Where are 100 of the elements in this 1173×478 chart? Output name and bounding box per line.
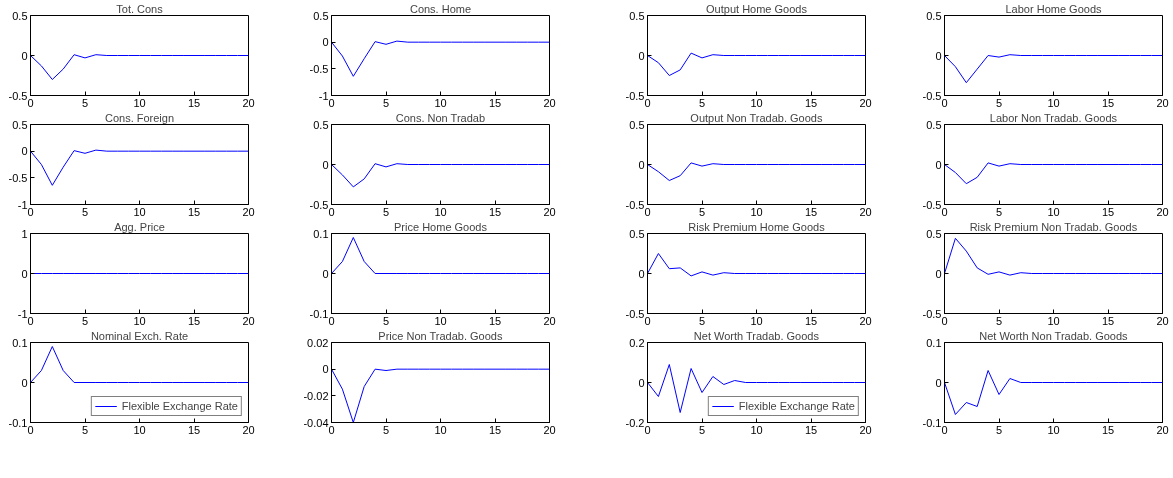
y-tick-label: 0 bbox=[935, 376, 942, 389]
legend-label: Flexible Exchange Rate bbox=[121, 400, 238, 412]
chart-title: Risk Premium Home Goods bbox=[688, 221, 826, 233]
x-tick-label: 5 bbox=[382, 314, 390, 327]
x-tick-label: 20 bbox=[859, 314, 872, 327]
x-tick-label: 5 bbox=[81, 314, 89, 327]
y-tick-label: 0.5 bbox=[629, 9, 645, 22]
y-tick-label: 0 bbox=[21, 376, 28, 389]
x-tick-label: 20 bbox=[543, 423, 556, 436]
x-tick-label: 10 bbox=[1047, 96, 1060, 109]
x-tick-label: 20 bbox=[1156, 205, 1169, 218]
y-tick-label: 0 bbox=[322, 267, 329, 280]
y-tick-label: 0 bbox=[935, 49, 942, 62]
chart-title: Cons. Foreign bbox=[104, 112, 175, 124]
y-tick-label: 0 bbox=[638, 49, 645, 62]
line-series bbox=[944, 370, 1163, 415]
chart-title: Tot. Cons bbox=[116, 3, 164, 15]
x-tick-label: 15 bbox=[804, 205, 818, 218]
x-tick-label: 15 bbox=[1101, 314, 1115, 327]
x-tick-label: 10 bbox=[1047, 205, 1060, 218]
x-tick-label: 5 bbox=[382, 96, 390, 109]
line-series bbox=[647, 162, 866, 181]
x-tick-label: 5 bbox=[698, 205, 706, 218]
x-tick-label: 10 bbox=[133, 96, 146, 109]
x-tick-label: 10 bbox=[133, 205, 146, 218]
y-tick-label: 0.2 bbox=[629, 336, 645, 349]
y-tick-label: 0 bbox=[322, 36, 329, 49]
x-tick-label: 10 bbox=[750, 205, 763, 218]
x-tick-label: 20 bbox=[242, 96, 255, 109]
x-tick-label: 10 bbox=[434, 423, 447, 436]
y-tick-label: -1 bbox=[17, 198, 28, 211]
y-tick-label: -1 bbox=[17, 307, 28, 320]
y-tick-label: -0.2 bbox=[625, 416, 645, 429]
x-tick-label: 15 bbox=[804, 423, 818, 436]
x-tick-label: 5 bbox=[382, 205, 390, 218]
chart-title: Cons. Home bbox=[409, 3, 472, 15]
y-tick-label: 0 bbox=[322, 158, 329, 171]
x-tick-label: 15 bbox=[1101, 423, 1115, 436]
y-tick-label: 0.1 bbox=[12, 336, 28, 349]
chart-title: Price Home Goods bbox=[394, 221, 488, 233]
y-tick-label: -0.5 bbox=[8, 89, 28, 102]
y-tick-label: 0.02 bbox=[307, 336, 329, 349]
line-series bbox=[647, 52, 866, 76]
x-tick-label: 10 bbox=[434, 205, 447, 218]
x-tick-label: 15 bbox=[488, 96, 502, 109]
chart-title: Risk Premium Non Tradab. Goods bbox=[969, 221, 1138, 233]
x-tick-label: 15 bbox=[488, 423, 502, 436]
x-tick-label: 5 bbox=[698, 423, 706, 436]
y-tick-label: -0.5 bbox=[625, 198, 645, 211]
line-series bbox=[331, 163, 550, 188]
x-tick-label: 10 bbox=[1047, 314, 1060, 327]
x-tick-label: 15 bbox=[804, 96, 818, 109]
y-tick-label: 0 bbox=[935, 267, 942, 280]
y-tick-label: 0.1 bbox=[313, 227, 329, 240]
y-tick-label: 0.1 bbox=[926, 336, 942, 349]
x-tick-label: 5 bbox=[995, 205, 1003, 218]
y-tick-label: 0.5 bbox=[926, 227, 942, 240]
x-tick-label: 10 bbox=[750, 314, 763, 327]
x-tick-label: 5 bbox=[995, 423, 1003, 436]
chart-title: Net Worth Non Tradab. Goods bbox=[979, 330, 1129, 342]
x-tick-label: 10 bbox=[1047, 423, 1060, 436]
chart-title: Net Worth Tradab. Goods bbox=[693, 330, 820, 342]
x-tick-label: 15 bbox=[187, 96, 201, 109]
chart-title: Price Non Tradab. Goods bbox=[378, 330, 503, 342]
line-series bbox=[647, 364, 866, 413]
y-tick-label: -0.5 bbox=[922, 89, 942, 102]
line-series bbox=[30, 149, 249, 186]
x-tick-label: 5 bbox=[698, 96, 706, 109]
x-tick-label: 5 bbox=[995, 96, 1003, 109]
x-tick-label: 15 bbox=[488, 314, 502, 327]
x-tick-label: 5 bbox=[81, 423, 89, 436]
x-tick-label: 20 bbox=[543, 314, 556, 327]
x-tick-label: 10 bbox=[750, 423, 763, 436]
x-tick-label: 20 bbox=[1156, 423, 1169, 436]
y-tick-label: 0.5 bbox=[313, 9, 329, 22]
y-tick-label: 0 bbox=[638, 158, 645, 171]
y-tick-label: 0 bbox=[935, 158, 942, 171]
x-tick-label: 5 bbox=[81, 96, 89, 109]
chart-title: Nominal Exch. Rate bbox=[90, 330, 189, 342]
x-tick-label: 20 bbox=[242, 423, 255, 436]
x-tick-label: 15 bbox=[804, 314, 818, 327]
line-series bbox=[944, 237, 1163, 276]
x-tick-label: 5 bbox=[995, 314, 1003, 327]
y-tick-label: 0.5 bbox=[926, 9, 942, 22]
chart-title: Labor Home Goods bbox=[1005, 3, 1102, 15]
x-tick-label: 20 bbox=[1156, 96, 1169, 109]
y-tick-label: 0 bbox=[638, 267, 645, 280]
x-tick-label: 20 bbox=[242, 205, 255, 218]
y-tick-label: -0.1 bbox=[309, 307, 329, 320]
legend-label: Flexible Exchange Rate bbox=[738, 400, 855, 412]
chart-title: Output Non Tradab. Goods bbox=[690, 112, 823, 124]
chart-title: Labor Non Tradab. Goods bbox=[989, 112, 1118, 124]
line-series bbox=[647, 253, 866, 277]
x-tick-label: 10 bbox=[133, 314, 146, 327]
x-tick-label: 20 bbox=[543, 96, 556, 109]
x-tick-label: 10 bbox=[750, 96, 763, 109]
x-tick-label: 20 bbox=[1156, 314, 1169, 327]
x-tick-label: 20 bbox=[859, 96, 872, 109]
x-tick-label: 5 bbox=[382, 423, 390, 436]
chart-title: Agg. Price bbox=[114, 221, 165, 233]
